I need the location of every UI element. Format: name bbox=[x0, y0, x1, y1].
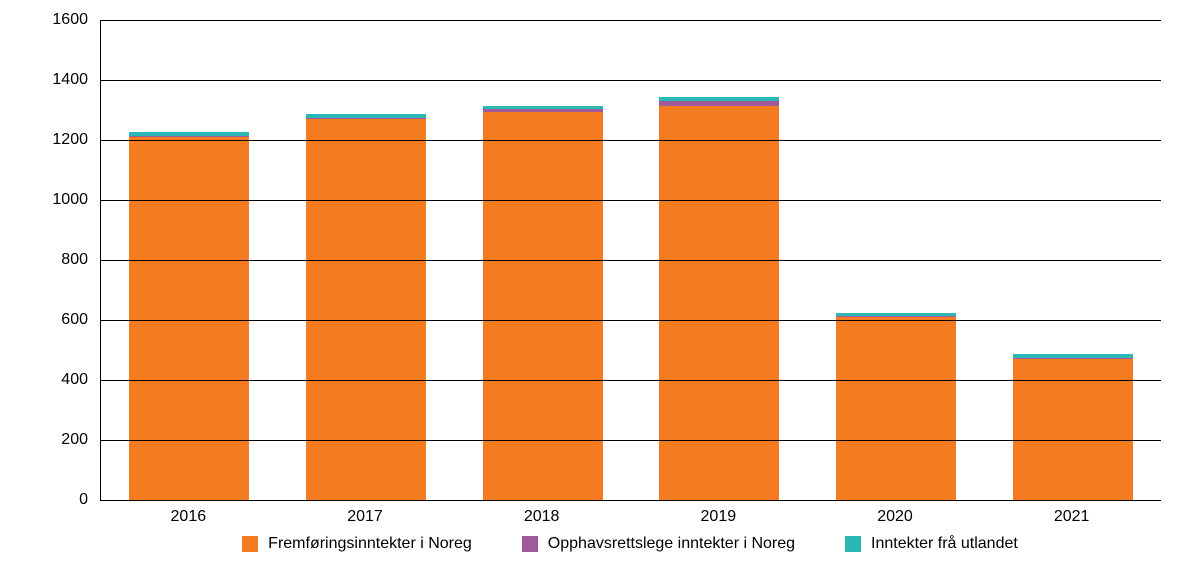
legend-label: Fremføringsinntekter i Noreg bbox=[268, 535, 472, 553]
xtick-label: 2016 bbox=[100, 508, 277, 526]
gridline bbox=[101, 200, 1161, 201]
gridline bbox=[101, 80, 1161, 81]
ytick-label: 600 bbox=[0, 311, 88, 329]
legend-swatch bbox=[845, 536, 861, 552]
xtick-label: 2017 bbox=[277, 508, 454, 526]
legend-item: Opphavsrettslege inntekter i Noreg bbox=[522, 535, 795, 553]
legend-swatch bbox=[522, 536, 538, 552]
legend-item: Fremføringsinntekter i Noreg bbox=[242, 535, 472, 553]
bar-segment-utlandet bbox=[1013, 354, 1133, 358]
bar-segment-utlandet bbox=[129, 132, 249, 136]
legend-label: Inntekter frå utlandet bbox=[871, 535, 1018, 553]
bar-segment-fremforing bbox=[836, 316, 956, 500]
ytick-label: 1200 bbox=[0, 131, 88, 149]
bar-segment-opphavsrett bbox=[483, 109, 603, 111]
ytick-label: 200 bbox=[0, 431, 88, 449]
bar-segment-opphavsrett bbox=[306, 118, 426, 119]
ytick-label: 400 bbox=[0, 371, 88, 389]
xtick-label: 2019 bbox=[630, 508, 807, 526]
bar-segment-fremforing bbox=[306, 119, 426, 500]
ytick-label: 1400 bbox=[0, 71, 88, 89]
bar-segment-utlandet bbox=[483, 106, 603, 110]
ytick-label: 0 bbox=[0, 491, 88, 509]
bar-segment-opphavsrett bbox=[129, 136, 249, 137]
legend-swatch bbox=[242, 536, 258, 552]
ytick-label: 1600 bbox=[0, 11, 88, 29]
gridline bbox=[101, 440, 1161, 441]
gridline bbox=[101, 320, 1161, 321]
gridline bbox=[101, 140, 1161, 141]
stacked-bar-chart: Fremføringsinntekter i Noreg Opphavsretts… bbox=[0, 0, 1198, 568]
bar-segment-opphavsrett bbox=[659, 101, 779, 105]
legend-item: Inntekter frå utlandet bbox=[845, 535, 1018, 553]
xtick-label: 2020 bbox=[807, 508, 984, 526]
ytick-label: 1000 bbox=[0, 191, 88, 209]
bar-segment-fremforing bbox=[483, 112, 603, 501]
bar-segment-utlandet bbox=[836, 313, 956, 316]
gridline bbox=[101, 380, 1161, 381]
legend-label: Opphavsrettslege inntekter i Noreg bbox=[548, 535, 795, 553]
bar-segment-opphavsrett bbox=[836, 316, 956, 317]
gridline bbox=[101, 20, 1161, 21]
xtick-label: 2018 bbox=[453, 508, 630, 526]
bar-segment-utlandet bbox=[659, 97, 779, 101]
xtick-label: 2021 bbox=[983, 508, 1160, 526]
plot-area bbox=[100, 20, 1161, 501]
legend: Fremføringsinntekter i Noreg Opphavsretts… bbox=[100, 535, 1160, 553]
bar-segment-utlandet bbox=[306, 114, 426, 118]
gridline bbox=[101, 260, 1161, 261]
ytick-label: 800 bbox=[0, 251, 88, 269]
bar-segment-fremforing bbox=[129, 137, 249, 500]
bar-segment-opphavsrett bbox=[1013, 358, 1133, 359]
